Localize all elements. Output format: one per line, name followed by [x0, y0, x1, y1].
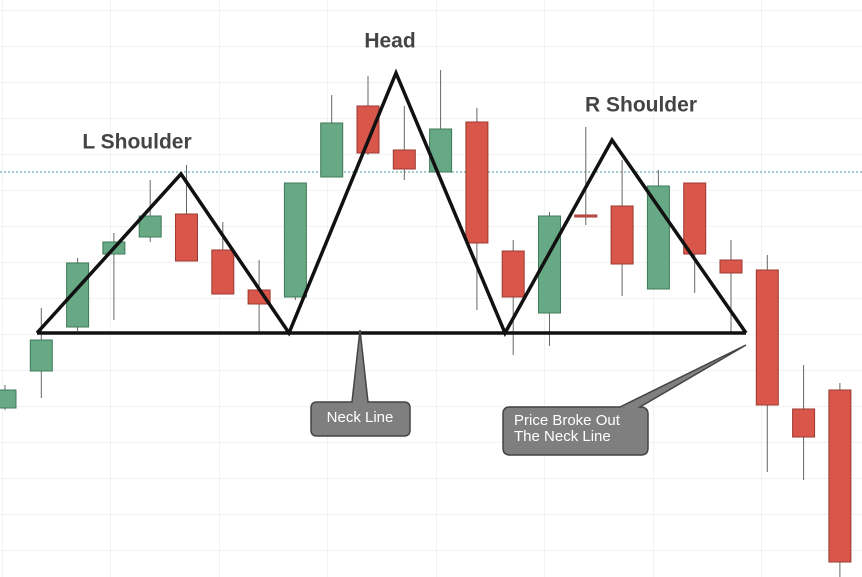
callout-text: The Neck Line	[514, 428, 611, 445]
callout-text: Price Broke Out	[514, 412, 621, 429]
callout-box	[502, 344, 747, 456]
candle-body	[828, 389, 852, 563]
left-shoulder-label: L Shoulder	[82, 131, 191, 154]
candles	[0, 70, 852, 577]
candle-body	[574, 214, 598, 218]
candle-body	[719, 259, 743, 274]
candle-body	[138, 215, 162, 238]
candle-body	[610, 205, 634, 265]
candle-body	[429, 128, 453, 173]
candle-body	[392, 149, 416, 170]
candle-body	[320, 122, 344, 178]
right-shoulder-label: R Shoulder	[585, 94, 697, 117]
candle-body	[175, 213, 198, 262]
candle-body	[465, 121, 489, 244]
candle-body	[755, 269, 779, 406]
candle-body	[0, 389, 17, 409]
candle-body	[683, 182, 707, 255]
candle-body	[29, 339, 53, 372]
candle-body	[501, 250, 525, 298]
candle-body	[356, 105, 380, 154]
candle-body	[66, 262, 90, 328]
candle-body	[211, 249, 235, 295]
head-label: Head	[364, 30, 415, 53]
candle-body	[283, 182, 307, 298]
pattern-line	[35, 68, 748, 338]
callout-box	[310, 329, 411, 437]
candle-body	[792, 408, 816, 438]
callout-text: Neck Line	[327, 409, 394, 426]
candle-body	[646, 185, 670, 290]
